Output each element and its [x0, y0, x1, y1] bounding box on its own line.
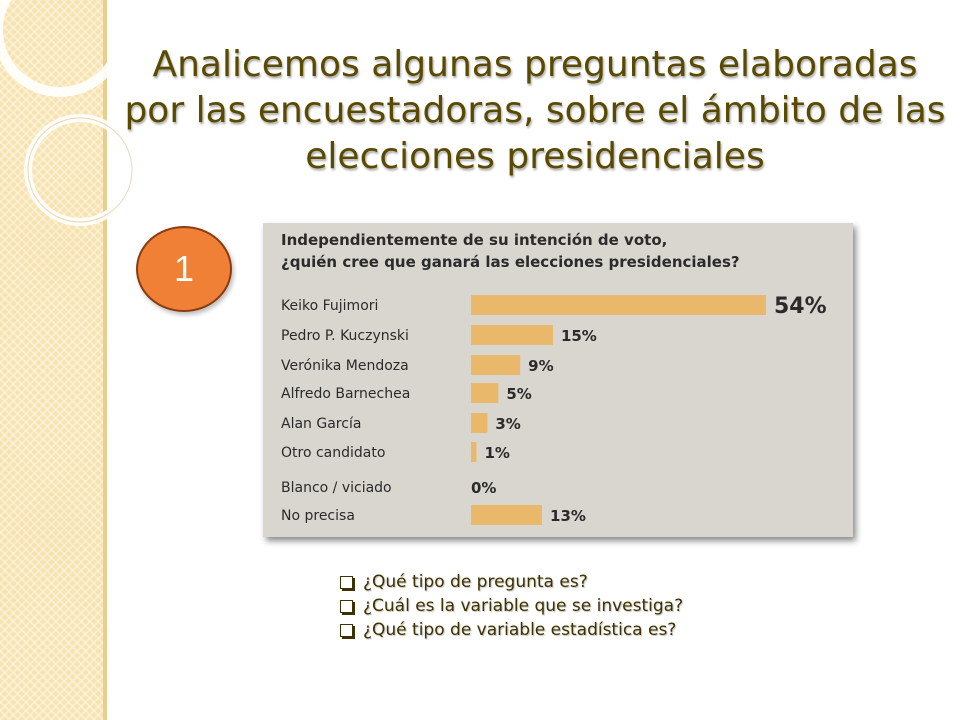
chart-title-line: ¿quién cree que ganará las elecciones pr… [281, 253, 740, 271]
question-item: ¿Cuál es la variable que se investiga? [340, 594, 683, 618]
question-number-badge: 1 [136, 226, 232, 312]
side-band-edge [103, 0, 107, 720]
bar [471, 325, 553, 345]
bar [471, 383, 499, 403]
poll-chart: Independientemente de su intención de vo… [263, 223, 853, 537]
question-item: ¿Qué tipo de pregunta es? [340, 570, 683, 594]
question-list: ¿Qué tipo de pregunta es? ¿Cuál es la va… [340, 570, 683, 642]
bar [471, 413, 488, 433]
question-item: ¿Qué tipo de variable estadística es? [340, 618, 683, 642]
bar [471, 442, 477, 462]
value-label: 13% [550, 507, 586, 525]
bar [471, 355, 521, 375]
bar [471, 295, 766, 315]
slide-title: Analicemos algunas preguntas elaboradas … [124, 44, 946, 177]
poll-bar-chart: Independientemente de su intención de vo… [281, 231, 827, 525]
bar [471, 505, 543, 525]
chart-title-line: Independientemente de su intención de vo… [281, 231, 667, 249]
question-text: ¿Qué tipo de variable estadística es? [363, 620, 677, 640]
category-label: No precisa [281, 508, 355, 524]
category-label: Otro candidato [281, 445, 385, 461]
value-label: 1% [484, 444, 509, 462]
value-label: 0% [471, 479, 496, 497]
value-label: 15% [561, 327, 597, 345]
category-label: Verónika Mendoza [281, 358, 409, 374]
value-label: 5% [506, 385, 531, 403]
category-label: Alan García [281, 416, 361, 432]
category-label: Pedro P. Kuczynski [281, 328, 409, 344]
question-text: ¿Cuál es la variable que se investiga? [363, 596, 684, 616]
category-label: Keiko Fujimori [281, 298, 378, 314]
category-label: Blanco / viciado [281, 480, 392, 496]
value-label: 54% [774, 294, 827, 319]
checkbox-bullet-icon [340, 599, 353, 613]
checkbox-bullet-icon [340, 575, 353, 589]
checkbox-bullet-icon [340, 623, 353, 637]
value-label: 9% [528, 357, 553, 375]
decorative-rings [0, 0, 136, 226]
question-text: ¿Qué tipo de pregunta es? [363, 572, 588, 592]
category-label: Alfredo Barnechea [281, 386, 410, 402]
value-label: 3% [495, 415, 520, 433]
